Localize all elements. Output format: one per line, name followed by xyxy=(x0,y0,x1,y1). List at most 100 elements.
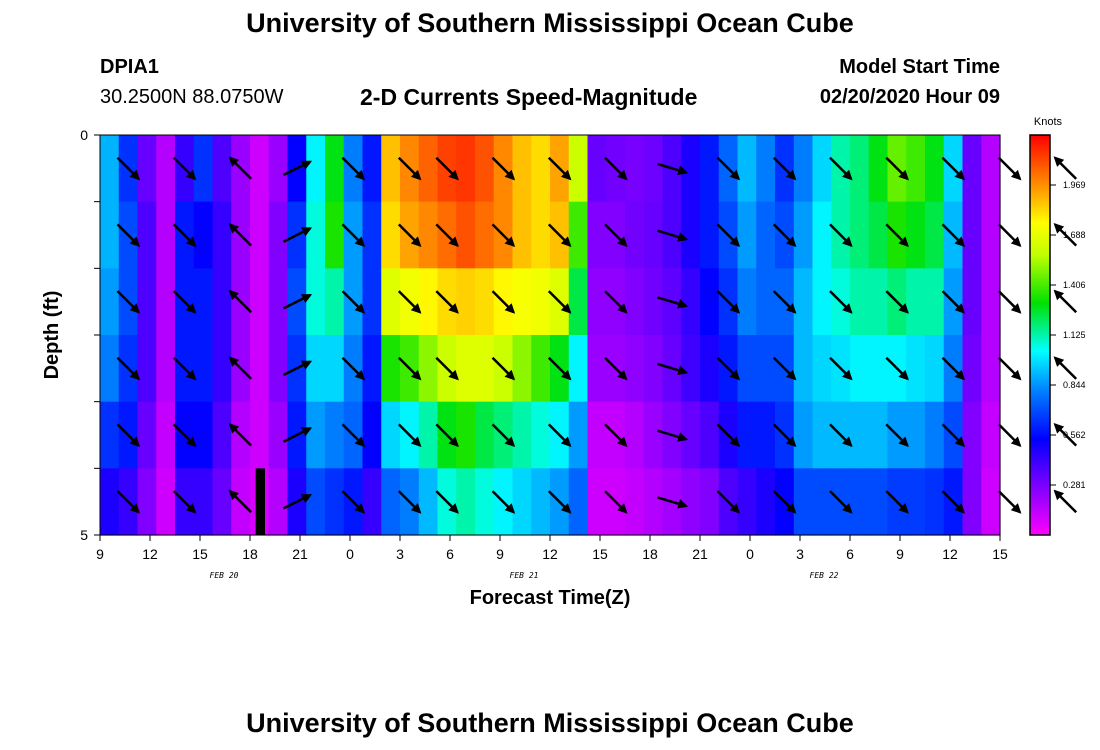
heatmap-cell xyxy=(793,268,814,336)
heatmap-cell xyxy=(568,401,589,469)
x-axis-label: Forecast Time(Z) xyxy=(470,587,631,609)
heatmap-cell xyxy=(475,401,495,469)
current-arrow xyxy=(716,490,741,514)
heatmap-cell xyxy=(381,335,401,403)
model-start-value: 02/20/2020 Hour 09 xyxy=(819,86,1000,108)
heatmap-cell xyxy=(456,401,476,469)
x-tick-label: 15 xyxy=(192,546,208,562)
heatmap-cell xyxy=(531,268,551,336)
heatmap-cell xyxy=(512,335,532,403)
current-arrow xyxy=(657,296,689,309)
heatmap-cell xyxy=(306,401,326,469)
heatmap-cell xyxy=(100,335,120,403)
x-tick-label: 9 xyxy=(496,546,504,562)
heatmap-cell xyxy=(700,468,720,536)
heatmap-cell xyxy=(925,468,945,536)
current-arrow xyxy=(172,356,197,381)
y-tick-label: 5 xyxy=(80,527,88,543)
heatmap-cell xyxy=(812,335,832,403)
heatmap-cell xyxy=(812,201,832,269)
heatmap-cell xyxy=(793,468,814,536)
heatmap-cell xyxy=(925,335,945,403)
current-arrow xyxy=(997,223,1022,248)
x-tick-label: 12 xyxy=(142,546,158,562)
current-arrow xyxy=(657,429,689,442)
heatmap-cell xyxy=(568,335,589,403)
current-arrow xyxy=(772,423,797,448)
heatmap-cell xyxy=(700,401,720,469)
heatmap-cell xyxy=(512,468,532,536)
heatmap-cell xyxy=(193,268,214,336)
heatmap-cell xyxy=(568,268,589,336)
current-arrow xyxy=(997,290,1022,314)
heatmap-cell xyxy=(193,335,214,403)
heatmap-cell xyxy=(193,401,214,469)
current-arrow xyxy=(116,223,141,248)
chart-subtitle: 2-D Currents Speed-Magnitude xyxy=(360,84,698,110)
heatmap-cell xyxy=(475,468,495,536)
current-arrow xyxy=(657,496,689,509)
current-arrow xyxy=(829,156,853,181)
heatmap-cell xyxy=(812,468,832,536)
heatmap-cell xyxy=(962,335,982,403)
current-arrow xyxy=(716,223,741,248)
current-arrow xyxy=(341,156,366,181)
heatmap-cell xyxy=(100,401,120,469)
current-arrow xyxy=(491,423,516,448)
y-tick-label: 0 xyxy=(80,127,88,143)
heatmap-cell xyxy=(456,201,476,269)
heatmap-cell xyxy=(156,468,176,536)
footer-title: University of Southern Mississippi Ocean… xyxy=(246,708,854,738)
x-tick-label: 15 xyxy=(992,546,1008,562)
missing-data-bar xyxy=(255,468,266,535)
colorbar-tick-label: 1.969 xyxy=(1063,180,1086,190)
heatmap-cell xyxy=(456,135,476,203)
heatmap-cell xyxy=(850,268,870,336)
current-arrow xyxy=(885,156,909,181)
x-tick-label: 3 xyxy=(796,546,804,562)
heatmap-cell xyxy=(906,268,926,336)
x-tick-label: 18 xyxy=(242,546,258,562)
heatmap-cell xyxy=(850,401,870,469)
heatmap-cell xyxy=(156,201,176,269)
current-arrow xyxy=(716,423,741,448)
current-arrow xyxy=(228,222,253,247)
x-tick-label: 9 xyxy=(896,546,904,562)
current-arrow xyxy=(657,162,689,176)
current-arrow xyxy=(772,356,797,381)
heatmap-cell xyxy=(362,401,382,469)
current-arrow xyxy=(941,156,966,181)
heatmap-cell xyxy=(325,401,345,469)
current-arrow xyxy=(997,156,1022,181)
current-arrow xyxy=(885,290,909,314)
current-arrow xyxy=(1053,422,1078,447)
x-tick-label: 6 xyxy=(446,546,454,562)
current-arrow xyxy=(547,356,572,381)
heatmap-cell xyxy=(981,335,1001,403)
current-arrow xyxy=(282,493,313,510)
page-title: University of Southern Mississippi Ocean… xyxy=(246,8,854,38)
heatmap-cell xyxy=(643,401,664,469)
heatmap-cell xyxy=(456,268,476,336)
heatmap-cell xyxy=(868,135,889,203)
heatmap-cell xyxy=(268,401,289,469)
current-arrow xyxy=(1053,356,1078,380)
current-arrow xyxy=(885,490,909,514)
current-arrow xyxy=(116,490,141,514)
current-arrow xyxy=(435,290,459,314)
current-arrow xyxy=(604,490,628,514)
current-arrow xyxy=(941,356,966,381)
current-arrows xyxy=(116,156,1078,514)
current-arrow xyxy=(829,490,853,514)
heatmap-cell xyxy=(418,268,439,336)
heatmap-cell xyxy=(362,268,382,336)
heatmap-cell xyxy=(193,468,214,536)
current-arrow xyxy=(997,423,1022,448)
heatmap-cell xyxy=(381,268,401,336)
heatmap-cell xyxy=(212,401,232,469)
current-arrow xyxy=(997,490,1022,514)
heatmap-cell xyxy=(700,335,720,403)
heatmap-cell xyxy=(306,335,326,403)
current-arrow xyxy=(829,290,853,314)
